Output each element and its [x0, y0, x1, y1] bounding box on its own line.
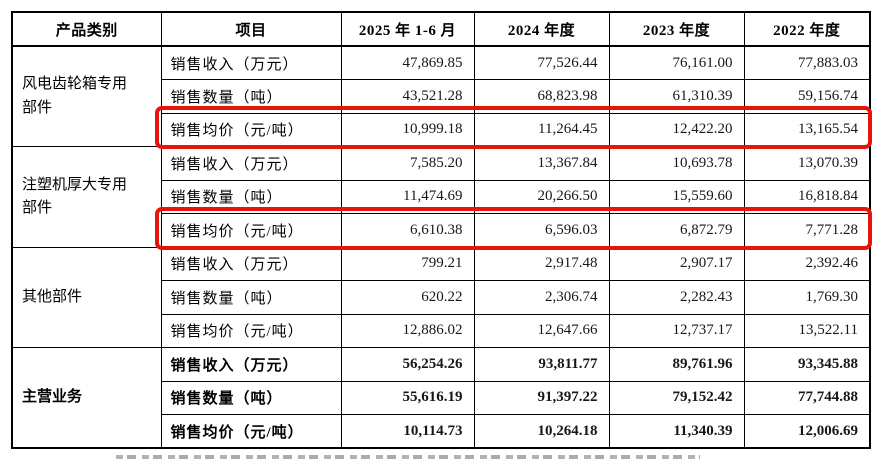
item-label-cell: 销售数量（吨）: [160, 380, 342, 415]
header-2022: 2022 年度: [743, 11, 871, 47]
table-row-highlighted: 销售均价（元/吨） 10,999.18 11,264.45 12,422.20 …: [12, 112, 871, 147]
value-cell: 11,474.69: [340, 179, 475, 214]
value-cell: 10,693.78: [608, 146, 745, 181]
value-cell: 77,744.88: [743, 380, 871, 415]
value-cell: 56,254.26: [340, 347, 475, 382]
item-label-cell: 销售数量（吨）: [160, 179, 342, 214]
value-cell: 93,345.88: [743, 347, 871, 382]
table-row: 销售均价（元/吨） 12,886.02 12,647.66 12,737.17 …: [12, 313, 871, 348]
value-cell: 77,526.44: [473, 45, 610, 80]
value-cell: 55,616.19: [340, 380, 475, 415]
header-2024: 2024 年度: [473, 11, 610, 47]
item-label-cell: 销售均价（元/吨）: [160, 313, 342, 348]
value-cell: 59,156.74: [743, 79, 871, 114]
value-cell: 77,883.03: [743, 45, 871, 80]
item-label-cell: 销售收入（万元）: [160, 246, 342, 281]
value-cell: 12,886.02: [340, 313, 475, 348]
category-cell-main-business: 主营业务: [11, 347, 162, 449]
header-category: 产品类别: [11, 11, 162, 47]
value-cell: 68,823.98: [473, 79, 610, 114]
table-row-total: 销售均价（元/吨） 10,114.73 10,264.18 11,340.39 …: [12, 414, 871, 449]
sales-data-table: 产品类别 项目 2025 年 1-6 月 2024 年度 2023 年度 202…: [11, 11, 871, 449]
value-cell: 6,596.03: [473, 213, 610, 248]
item-label-cell: 销售数量（吨）: [160, 79, 342, 114]
value-cell: 10,999.18: [340, 112, 475, 147]
value-cell: 15,559.60: [608, 179, 745, 214]
value-cell: 91,397.22: [473, 380, 610, 415]
value-cell: 6,872.79: [608, 213, 745, 248]
value-cell: 13,522.11: [743, 313, 871, 348]
category-cell-wind-gearbox: 风电齿轮箱专用部件: [11, 45, 162, 147]
value-cell: 12,422.20: [608, 112, 745, 147]
value-cell: 7,585.20: [340, 146, 475, 181]
header-2025h1: 2025 年 1-6 月: [340, 11, 475, 47]
value-cell: 79,152.42: [608, 380, 745, 415]
value-cell: 10,114.73: [340, 414, 475, 449]
value-cell: 620.22: [340, 280, 475, 315]
value-cell: 12,737.17: [608, 313, 745, 348]
value-cell: 47,869.85: [340, 45, 475, 80]
value-cell: 12,647.66: [473, 313, 610, 348]
value-cell: 43,521.28: [340, 79, 475, 114]
item-label-cell: 销售收入（万元）: [160, 146, 342, 181]
header-row: 产品类别 项目 2025 年 1-6 月 2024 年度 2023 年度 202…: [11, 11, 871, 47]
item-label-cell: 销售均价（元/吨）: [160, 414, 342, 449]
table-row: 销售数量（吨） 620.22 2,306.74 2,282.43 1,769.3…: [12, 280, 871, 315]
table-row: 风电齿轮箱专用部件 销售收入（万元） 47,869.85 77,526.44 7…: [11, 45, 871, 147]
value-cell: 6,610.38: [340, 213, 475, 248]
value-cell: 12,006.69: [743, 414, 871, 449]
value-cell: 93,811.77: [473, 347, 610, 382]
value-cell: 2,917.48: [473, 246, 610, 281]
value-cell: 2,282.43: [608, 280, 745, 315]
category-cell-injection-molding: 注塑机厚大专用部件: [11, 146, 162, 248]
value-cell: 76,161.00: [608, 45, 745, 80]
table-row-total: 主营业务 销售收入（万元） 56,254.26 93,811.77 89,761…: [11, 347, 871, 449]
value-cell: 16,818.84: [743, 179, 871, 214]
header-2023: 2023 年度: [608, 11, 745, 47]
header-item: 项目: [160, 11, 342, 47]
value-cell: 13,070.39: [743, 146, 871, 181]
table-row: 其他部件 销售收入（万元） 799.21 2,917.48 2,907.17 2…: [11, 246, 871, 348]
value-cell: 10,264.18: [473, 414, 610, 449]
category-cell-other-parts: 其他部件: [11, 246, 162, 348]
value-cell: 799.21: [340, 246, 475, 281]
value-cell: 61,310.39: [608, 79, 745, 114]
value-cell: 1,769.30: [743, 280, 871, 315]
value-cell: 2,907.17: [608, 246, 745, 281]
value-cell: 11,264.45: [473, 112, 610, 147]
table-row-highlighted: 销售均价（元/吨） 6,610.38 6,596.03 6,872.79 7,7…: [12, 213, 871, 248]
value-cell: 20,266.50: [473, 179, 610, 214]
item-label-cell: 销售数量（吨）: [160, 280, 342, 315]
table-row: 注塑机厚大专用部件 销售收入（万元） 7,585.20 13,367.84 10…: [11, 146, 871, 248]
value-cell: 89,761.96: [608, 347, 745, 382]
value-cell: 7,771.28: [743, 213, 871, 248]
clipped-footnote-text: [116, 455, 700, 459]
product-sales-table: 产品类别 项目 2025 年 1-6 月 2024 年度 2023 年度 202…: [11, 11, 871, 449]
item-label-cell: 销售收入（万元）: [160, 45, 342, 80]
value-cell: 13,367.84: [473, 146, 610, 181]
value-cell: 13,165.54: [743, 112, 871, 147]
item-label-cell: 销售均价（元/吨）: [160, 213, 342, 248]
value-cell: 11,340.39: [608, 414, 745, 449]
value-cell: 2,392.46: [743, 246, 871, 281]
item-label-cell: 销售收入（万元）: [160, 347, 342, 382]
item-label-cell: 销售均价（元/吨）: [160, 112, 342, 147]
value-cell: 2,306.74: [473, 280, 610, 315]
